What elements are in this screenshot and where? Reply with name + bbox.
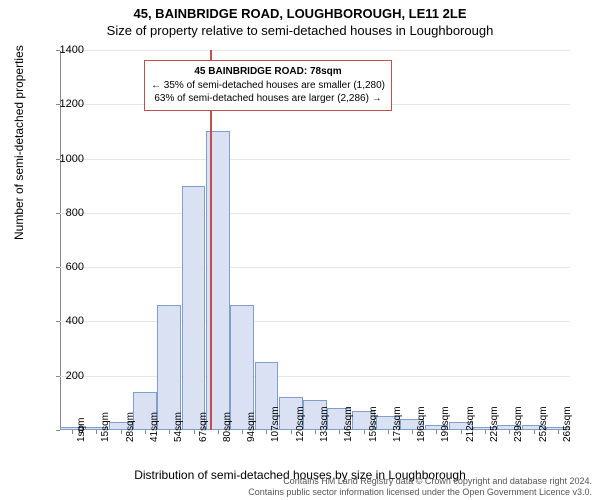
x-tick-label: 67sqm [198,412,209,442]
grid-line [60,376,570,377]
y-tick-label: 400 [44,315,84,327]
x-tick-mark [364,430,365,434]
x-tick-mark [388,430,389,434]
y-tick-label: 800 [44,207,84,219]
x-tick-label: 1sqm [76,418,87,442]
x-tick-mark [485,430,486,434]
x-tick-mark [266,430,267,434]
grid-line [60,267,570,268]
grid-line [60,321,570,322]
histogram-bar [182,186,206,430]
x-tick-mark [509,430,510,434]
x-tick-mark [412,430,413,434]
x-tick-mark [169,430,170,434]
x-tick-mark [96,430,97,434]
x-tick-label: 133sqm [319,406,330,442]
x-tick-label: 15sqm [100,412,111,442]
y-axis-label: Number of semi-detached properties [12,45,26,240]
chart-title-block: 45, BAINBRIDGE ROAD, LOUGHBOROUGH, LE11 … [0,0,600,40]
callout-box: 45 BAINBRIDGE ROAD: 78sqm← 35% of semi-d… [144,60,392,111]
grid-line [60,159,570,160]
callout-larger: 63% of semi-detached houses are larger (… [151,92,385,106]
x-tick-label: 252sqm [538,406,549,442]
x-tick-label: 225sqm [489,406,500,442]
x-tick-mark [315,430,316,434]
footer-line-1: Contains HM Land Registry data © Crown c… [248,476,592,487]
x-tick-mark [558,430,559,434]
x-tick-label: 54sqm [173,412,184,442]
x-tick-mark [436,430,437,434]
plot-area: 45 BAINBRIDGE ROAD: 78sqm← 35% of semi-d… [60,50,570,430]
x-tick-label: 41sqm [149,412,160,442]
chart-title-address: 45, BAINBRIDGE ROAD, LOUGHBOROUGH, LE11 … [0,6,600,23]
x-tick-label: 107sqm [270,406,281,442]
x-tick-mark [194,430,195,434]
y-tick-label: 1200 [44,98,84,110]
y-tick-label: 200 [44,370,84,382]
callout-smaller: ← 35% of semi-detached houses are smalle… [151,79,385,93]
x-tick-mark [291,430,292,434]
x-tick-label: 199sqm [440,406,451,442]
x-tick-label: 80sqm [222,412,233,442]
grid-line [60,50,570,51]
y-tick-label: 1000 [44,153,84,165]
x-tick-label: 265sqm [562,406,573,442]
x-tick-label: 94sqm [246,412,257,442]
x-tick-label: 173sqm [392,406,403,442]
y-tick-label: 1400 [44,44,84,56]
x-tick-mark [145,430,146,434]
x-tick-label: 120sqm [295,406,306,442]
x-tick-mark [121,430,122,434]
grid-line [60,213,570,214]
x-tick-label: 239sqm [513,406,524,442]
chart-footer: Contains HM Land Registry data © Crown c… [248,476,592,499]
x-tick-mark [534,430,535,434]
chart-subtitle: Size of property relative to semi-detach… [0,23,600,40]
y-tick-label: 600 [44,261,84,273]
x-tick-label: 186sqm [416,406,427,442]
x-tick-mark [339,430,340,434]
callout-title: 45 BAINBRIDGE ROAD: 78sqm [151,65,385,79]
property-size-chart: 45, BAINBRIDGE ROAD, LOUGHBOROUGH, LE11 … [0,0,600,500]
x-tick-mark [218,430,219,434]
x-tick-label: 212sqm [465,406,476,442]
x-tick-mark [461,430,462,434]
x-tick-mark [242,430,243,434]
x-tick-label: 159sqm [368,406,379,442]
x-tick-label: 28sqm [125,412,136,442]
footer-line-2: Contains public sector information licen… [248,487,592,498]
x-tick-label: 146sqm [343,406,354,442]
